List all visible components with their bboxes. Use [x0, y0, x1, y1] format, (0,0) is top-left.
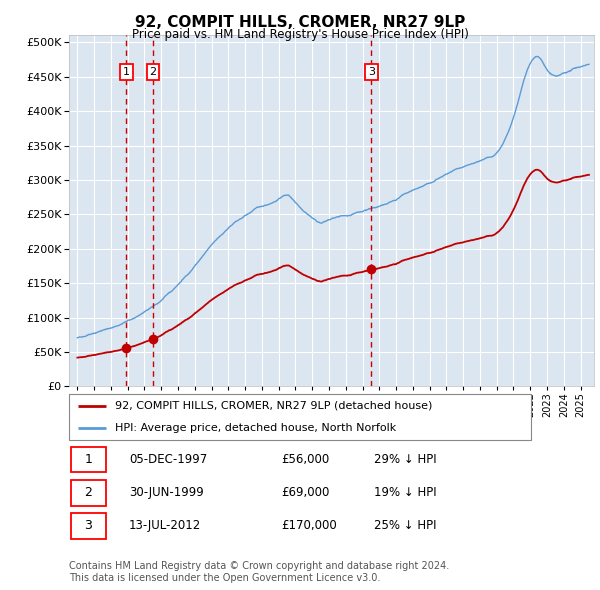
- Text: Contains HM Land Registry data © Crown copyright and database right 2024.
This d: Contains HM Land Registry data © Crown c…: [69, 561, 449, 583]
- Text: 3: 3: [368, 67, 375, 77]
- Text: Price paid vs. HM Land Registry's House Price Index (HPI): Price paid vs. HM Land Registry's House …: [131, 28, 469, 41]
- Text: 25% ↓ HPI: 25% ↓ HPI: [374, 519, 436, 532]
- Text: 2: 2: [149, 67, 157, 77]
- Text: £69,000: £69,000: [281, 486, 330, 499]
- Text: 30-JUN-1999: 30-JUN-1999: [129, 486, 204, 499]
- Text: 92, COMPIT HILLS, CROMER, NR27 9LP (detached house): 92, COMPIT HILLS, CROMER, NR27 9LP (deta…: [115, 401, 433, 411]
- Text: 2: 2: [85, 486, 92, 499]
- FancyBboxPatch shape: [71, 447, 106, 473]
- Text: 19% ↓ HPI: 19% ↓ HPI: [374, 486, 437, 499]
- Text: £56,000: £56,000: [281, 453, 330, 466]
- Text: 29% ↓ HPI: 29% ↓ HPI: [374, 453, 437, 466]
- FancyBboxPatch shape: [71, 480, 106, 506]
- Text: 92, COMPIT HILLS, CROMER, NR27 9LP: 92, COMPIT HILLS, CROMER, NR27 9LP: [135, 15, 465, 30]
- FancyBboxPatch shape: [71, 513, 106, 539]
- Text: 1: 1: [85, 453, 92, 466]
- Text: £170,000: £170,000: [281, 519, 337, 532]
- FancyBboxPatch shape: [69, 394, 531, 440]
- Text: 05-DEC-1997: 05-DEC-1997: [129, 453, 208, 466]
- Text: 1: 1: [123, 67, 130, 77]
- Text: 3: 3: [85, 519, 92, 532]
- Text: HPI: Average price, detached house, North Norfolk: HPI: Average price, detached house, Nort…: [115, 423, 397, 433]
- Text: 13-JUL-2012: 13-JUL-2012: [129, 519, 202, 532]
